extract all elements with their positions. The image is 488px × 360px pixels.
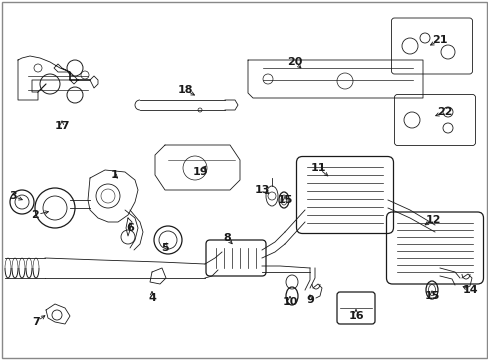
Text: 19: 19 [192, 167, 207, 177]
Text: 1: 1 [111, 170, 119, 180]
Text: 13: 13 [254, 185, 269, 195]
Text: 11: 11 [309, 163, 325, 173]
Text: 5: 5 [161, 243, 168, 253]
Text: 6: 6 [126, 223, 134, 233]
Text: 15: 15 [277, 195, 292, 205]
Text: 8: 8 [223, 233, 230, 243]
Text: 4: 4 [148, 293, 156, 303]
Text: 18: 18 [177, 85, 192, 95]
Text: 21: 21 [431, 35, 447, 45]
Text: 10: 10 [282, 297, 297, 307]
Text: 22: 22 [436, 107, 452, 117]
Text: 16: 16 [347, 311, 363, 321]
Text: 17: 17 [54, 121, 70, 131]
Text: 2: 2 [31, 210, 39, 220]
Text: 3: 3 [9, 191, 17, 201]
Text: 20: 20 [287, 57, 302, 67]
Text: 14: 14 [461, 285, 477, 295]
Text: 7: 7 [32, 317, 40, 327]
Text: 12: 12 [425, 215, 440, 225]
Text: 9: 9 [305, 295, 313, 305]
Text: 15: 15 [424, 291, 439, 301]
